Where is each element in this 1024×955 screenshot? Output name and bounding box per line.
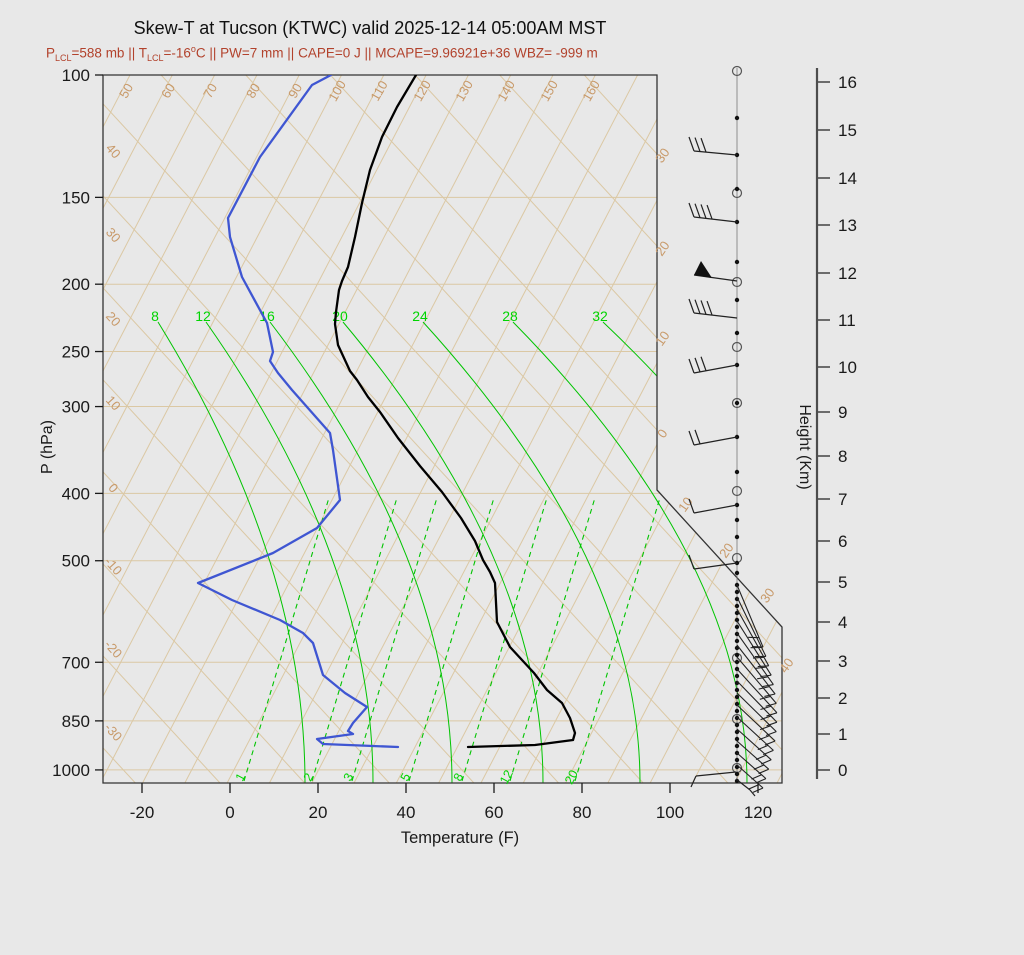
svg-text:150: 150 [537, 78, 561, 104]
svg-text:250: 250 [62, 343, 90, 362]
plot-border [103, 75, 782, 783]
svg-text:-10: -10 [101, 554, 125, 578]
svg-text:1000: 1000 [52, 761, 90, 780]
svg-text:200: 200 [62, 275, 90, 294]
svg-text:100: 100 [62, 66, 90, 85]
svg-text:5: 5 [838, 573, 847, 592]
svg-text:4: 4 [838, 613, 847, 632]
subtitle-fragment: LCL [55, 53, 72, 63]
subtitle-fragment: C || PW=7 mm || CAPE=0 J || MCAPE=9.9692… [196, 46, 598, 61]
svg-text:3: 3 [341, 771, 357, 784]
svg-text:10: 10 [675, 494, 696, 514]
wind-barb-column [689, 67, 777, 797]
svg-text:120: 120 [410, 78, 434, 104]
svg-text:28: 28 [502, 308, 518, 324]
svg-text:12: 12 [838, 264, 857, 283]
svg-text:16: 16 [838, 73, 857, 92]
subtitle-fragment: =-16 [163, 46, 190, 61]
svg-text:-30: -30 [101, 720, 125, 744]
svg-text:14: 14 [838, 169, 857, 188]
pressure-axis: 100 150 200 250 300 400 500 700 850 1000 [52, 66, 103, 780]
svg-text:30: 30 [652, 145, 673, 165]
svg-text:8: 8 [838, 447, 847, 466]
svg-text:10: 10 [838, 358, 857, 377]
svg-text:2: 2 [838, 689, 847, 708]
svg-text:850: 850 [62, 712, 90, 731]
svg-text:10: 10 [652, 328, 673, 348]
svg-text:0: 0 [838, 761, 847, 780]
subtitle-fragment: =588 mb || T [72, 46, 147, 61]
svg-text:40: 40 [776, 655, 797, 675]
svg-text:1: 1 [838, 725, 847, 744]
pressure-axis-label: P (hPa) [39, 420, 56, 474]
svg-text:32: 32 [592, 308, 608, 324]
svg-text:5: 5 [398, 771, 414, 784]
svg-text:20: 20 [652, 238, 673, 258]
svg-text:3: 3 [838, 652, 847, 671]
svg-text:1: 1 [233, 771, 249, 784]
x-axis-label: Temperature (F) [401, 829, 519, 847]
svg-text:80: 80 [243, 81, 263, 101]
svg-text:500: 500 [62, 552, 90, 571]
svg-text:120: 120 [744, 803, 772, 822]
svg-text:50: 50 [116, 81, 136, 101]
temperature-trace [335, 75, 575, 747]
svg-text:7: 7 [838, 490, 847, 509]
svg-text:10: 10 [103, 393, 124, 414]
dry-adiabat-lines [0, 75, 1024, 783]
svg-text:6: 6 [838, 532, 847, 551]
svg-text:11: 11 [838, 311, 856, 330]
pressure-gridlines [103, 197, 782, 770]
svg-text:13: 13 [838, 216, 857, 235]
svg-text:40: 40 [103, 141, 124, 162]
svg-text:8: 8 [151, 308, 159, 324]
svg-text:300: 300 [62, 398, 90, 417]
svg-text:30: 30 [103, 225, 124, 246]
sounding-traces [198, 75, 575, 747]
svg-text:400: 400 [62, 484, 90, 503]
svg-text:150: 150 [62, 188, 90, 207]
svg-text:12: 12 [195, 308, 211, 324]
svg-text:15: 15 [838, 121, 857, 140]
svg-text:60: 60 [485, 803, 504, 822]
svg-text:20: 20 [103, 309, 124, 330]
svg-text:0: 0 [225, 803, 234, 822]
temperature-axis: -20 0 20 40 60 80 100 120 [130, 783, 772, 822]
svg-text:700: 700 [62, 653, 90, 672]
svg-text:9: 9 [838, 403, 847, 422]
height-axis-label: Height (Km) [796, 404, 813, 489]
svg-text:100: 100 [656, 803, 684, 822]
svg-text:-20: -20 [130, 803, 155, 822]
svg-text:40: 40 [397, 803, 416, 822]
svg-text:24: 24 [412, 308, 428, 324]
isotherm-lines [0, 75, 1024, 783]
svg-text:80: 80 [573, 803, 592, 822]
chart-subtitle-parameters: PLCL=588 mb || TLCL=-16oC || PW=7 mm || … [46, 44, 598, 63]
subtitle-fragment: P [46, 46, 55, 61]
subtitle-fragment: LCL [147, 53, 164, 63]
svg-text:20: 20 [309, 803, 328, 822]
chart-title: Skew-T at Tucson (KTWC) valid 2025-12-14… [134, 18, 607, 39]
